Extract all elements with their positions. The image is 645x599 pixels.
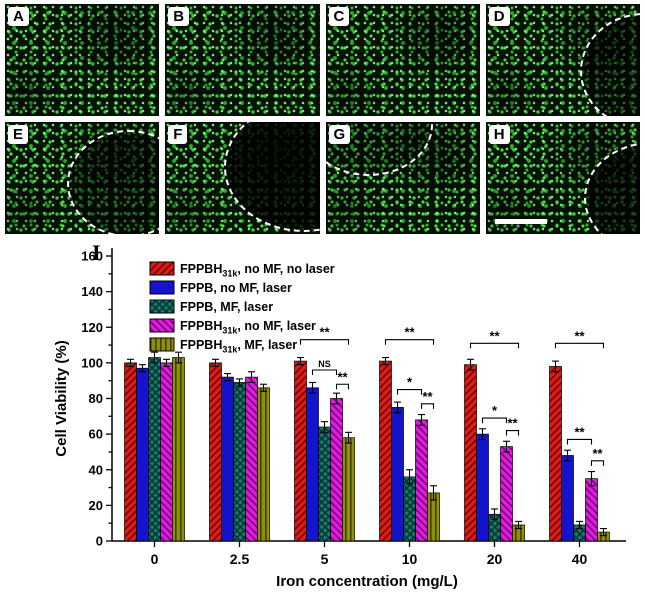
bar <box>233 382 246 542</box>
significance-label: ** <box>319 325 330 340</box>
micro-panel-G: G <box>325 122 480 234</box>
bar <box>221 376 234 542</box>
y-axis-title: Cell Viability (%) <box>53 340 70 456</box>
significance-label: ** <box>337 369 348 384</box>
significance-label: ** <box>574 328 585 343</box>
cell-viability-bar-chart: 0 20 40 60 80 100 120 140 160 0 2.5 5 10 20 40 Iron con… <box>53 248 626 590</box>
svg-text:60: 60 <box>89 427 103 442</box>
legend: FPPBH31k, no MF, no laser FPPB, no MF, la… <box>149 261 335 355</box>
significance-label: * <box>407 375 413 390</box>
legend-swatch <box>149 299 175 314</box>
bar <box>379 360 392 542</box>
chart-panel-label: I <box>92 240 101 265</box>
bar <box>136 367 149 542</box>
micro-panel-B: B <box>165 4 320 116</box>
svg-text:40: 40 <box>572 551 588 567</box>
bar <box>124 362 137 542</box>
panel-letter: A <box>8 7 29 26</box>
bar <box>500 446 513 542</box>
svg-text:10: 10 <box>402 551 418 567</box>
bar <box>172 357 185 542</box>
dead-region-outline <box>579 12 640 116</box>
svg-text:0: 0 <box>96 534 103 549</box>
bar <box>391 407 404 542</box>
bar <box>318 426 331 542</box>
bar <box>306 387 319 542</box>
bar <box>561 455 574 542</box>
legend-label: FPPBH31k, MF, laser <box>180 338 297 355</box>
bar <box>464 364 477 542</box>
panel-letter: F <box>168 125 188 144</box>
svg-text:100: 100 <box>81 355 103 370</box>
legend-swatch <box>149 318 175 333</box>
svg-text:2.5: 2.5 <box>230 551 250 567</box>
micro-panel-A: A <box>5 4 160 116</box>
significance-label: ** <box>489 328 500 343</box>
bar <box>160 362 173 542</box>
panel-letter: G <box>328 125 351 144</box>
significance-label: NS <box>318 359 331 369</box>
legend-label: FPPB, MF, laser <box>180 300 273 314</box>
svg-text:5: 5 <box>321 551 329 567</box>
significance-label: ** <box>507 416 518 431</box>
chart-panel: I 0 20 40 60 80 100 120 140 160 0 2.5 5 10 20 40 Iron c… <box>0 236 645 596</box>
svg-text:80: 80 <box>89 391 103 406</box>
micro-panel-D: D <box>485 4 640 116</box>
bar <box>330 398 343 542</box>
microscopy-grid: A B C D E F G H <box>0 0 645 234</box>
bar <box>148 357 161 542</box>
significance-label: ** <box>404 325 415 340</box>
svg-text:0: 0 <box>151 551 159 567</box>
legend-label: FPPBH31k, no MF, laser <box>180 319 316 336</box>
bar <box>585 478 598 542</box>
bar <box>245 376 258 542</box>
bar <box>403 476 416 542</box>
panel-letter: B <box>168 7 190 26</box>
panel-letter: E <box>8 125 29 144</box>
panel-letter: D <box>488 7 510 26</box>
significance-label: ** <box>592 446 603 461</box>
svg-text:20: 20 <box>487 551 503 567</box>
significance-label: ** <box>422 389 433 404</box>
x-axis-title: Iron concentration (mg/L) <box>276 573 458 590</box>
significance-label: ** <box>574 424 585 439</box>
dead-region-outline <box>584 142 640 234</box>
svg-text:20: 20 <box>89 498 103 513</box>
bar <box>549 366 562 542</box>
dead-region-outline <box>66 129 160 234</box>
micro-panel-E: E <box>5 122 160 234</box>
svg-text:40: 40 <box>89 462 103 477</box>
svg-text:160: 160 <box>81 249 103 264</box>
legend-swatch <box>149 280 175 295</box>
panel-letter: H <box>488 125 510 144</box>
legend-label: FPPB, no MF, laser <box>180 281 292 295</box>
legend-swatch <box>149 337 175 352</box>
legend-swatch <box>149 261 175 276</box>
bar <box>294 360 307 542</box>
legend-label: FPPBH31k, no MF, no laser <box>180 262 335 279</box>
bar <box>342 437 355 542</box>
svg-text:140: 140 <box>81 284 103 299</box>
svg-text:120: 120 <box>81 320 103 335</box>
bar <box>476 433 489 542</box>
bar <box>415 419 428 542</box>
annotations-layer: **NS****************** <box>299 325 605 466</box>
bar <box>209 362 222 542</box>
bar <box>257 387 270 542</box>
significance-label: * <box>492 403 498 418</box>
micro-panel-C: C <box>325 4 480 116</box>
micro-panel-H: H <box>485 122 640 234</box>
axes: 0 20 40 60 80 100 120 140 160 0 2.5 5 10 20 40 Iron con… <box>53 248 626 590</box>
bars-layer <box>124 351 610 542</box>
scale-bar <box>495 218 548 224</box>
micro-panel-F: F <box>165 122 320 234</box>
dead-region-outline <box>223 122 320 232</box>
panel-letter: C <box>328 7 350 26</box>
